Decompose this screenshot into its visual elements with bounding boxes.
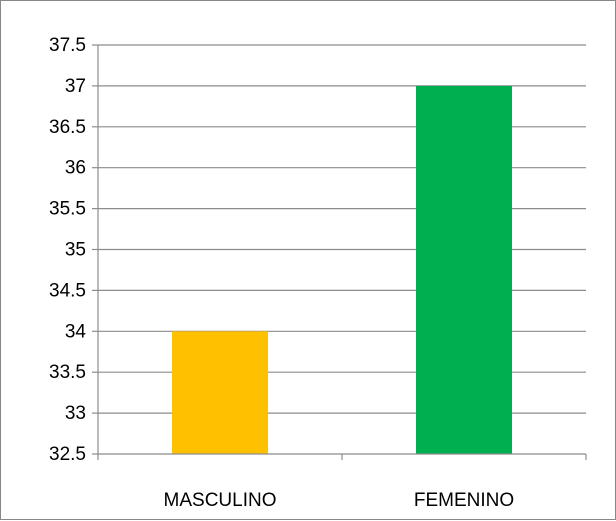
gridlines [98,44,586,414]
y-axis-tick-labels: 32.5 33 33.5 34 34.5 35 35.5 36 36.5 37 37.5 [49,35,86,465]
axes [92,44,587,460]
y-tick-label: 33 [65,403,86,424]
y-tick-label: 36 [65,158,86,179]
bar-femenino [416,85,512,455]
y-tick-label: 36.5 [49,117,86,138]
y-tick-label: 37.5 [49,35,86,56]
y-tick-label: 35.5 [49,199,86,220]
bars [172,85,512,455]
y-tick-label: 33.5 [49,362,86,383]
y-tick-label: 34.5 [49,280,86,301]
y-tick-label: 34 [65,321,87,342]
y-tick-label: 35 [65,240,86,261]
bar-masculino [172,331,268,454]
x-category-label: MASCULINO [164,490,277,511]
x-category-label: FEMENINO [414,490,514,511]
y-tick-label: 32.5 [49,444,86,465]
x-axis-category-labels: MASCULINO FEMENINO [164,490,515,511]
y-tick-label: 37 [65,76,86,97]
